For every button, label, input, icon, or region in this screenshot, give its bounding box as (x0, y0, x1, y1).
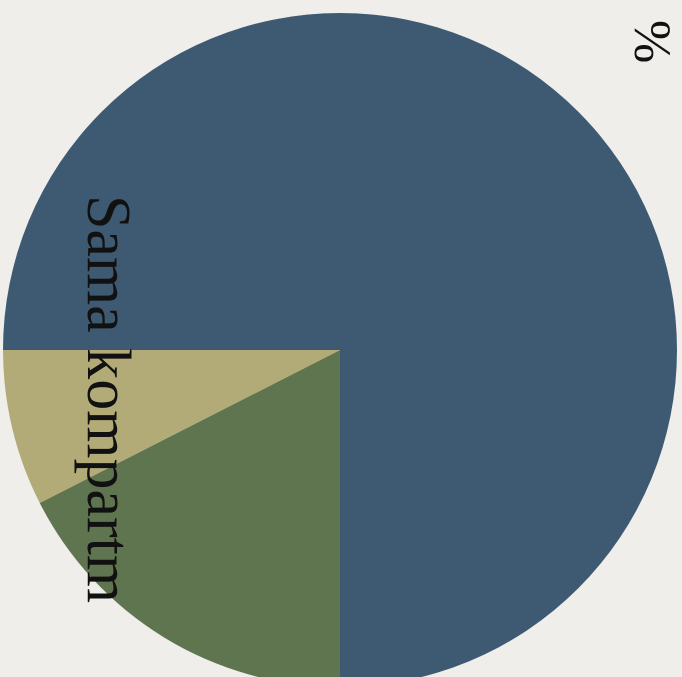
pie-slice (3, 350, 340, 503)
chart-title: % (623, 20, 680, 63)
pie (3, 13, 677, 677)
pie-slice (3, 13, 677, 677)
pie-slice (39, 350, 340, 677)
slice-label: Sama kompartm (74, 195, 142, 603)
